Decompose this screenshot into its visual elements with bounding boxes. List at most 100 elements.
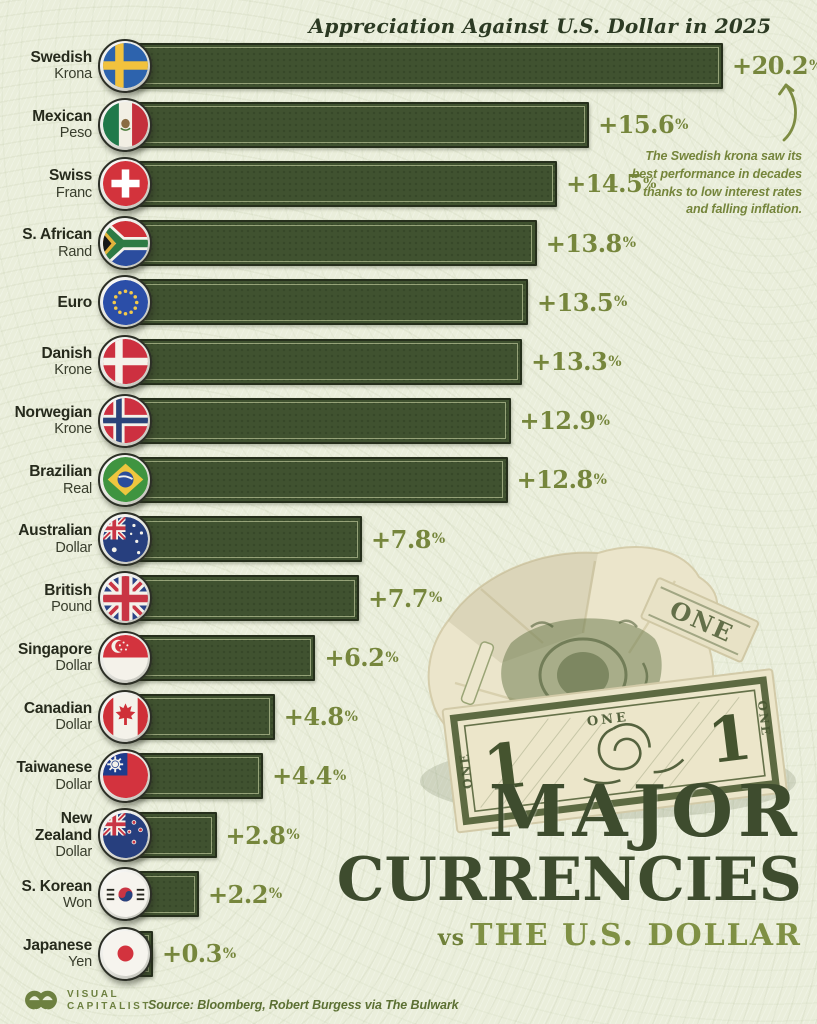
- percent-sign: %: [809, 58, 817, 74]
- currency-unit: Dollar: [55, 844, 92, 861]
- headline-subject: THE U.S. DOLLAR: [470, 918, 802, 953]
- annotation-line: The Swedish krona saw its: [645, 149, 802, 163]
- value-label: +12.8%: [517, 450, 607, 509]
- currency-unit: Krone: [54, 362, 92, 379]
- logo-line1: VISUAL: [67, 988, 120, 1000]
- currency-label: New Zealand Dollar: [0, 806, 92, 865]
- percent-sign: %: [675, 116, 689, 133]
- value-label: +14.5%: [566, 154, 656, 213]
- logo-line2: CAPITALIST: [67, 1001, 152, 1012]
- south-korea-flag-icon: [98, 867, 152, 922]
- currency-unit: Rand: [58, 243, 92, 260]
- headline-line1: MAJOR: [488, 769, 802, 853]
- value-number: +12.8: [516, 465, 594, 495]
- value-label: +7.8%: [371, 510, 445, 569]
- currency-label: Swedish Krona: [0, 36, 93, 95]
- currency-label: Swiss Franc: [0, 154, 92, 213]
- value-bar: [135, 516, 363, 563]
- value-bar: [135, 575, 360, 622]
- currency-name: Taiwanese: [16, 759, 93, 777]
- currency-name: Danish: [41, 344, 93, 362]
- value-label: +13.8%: [546, 214, 636, 273]
- value-label: +2.8%: [226, 806, 300, 865]
- value-bar: [135, 220, 537, 267]
- logo-text: VISUAL CAPITALIST: [67, 989, 151, 1014]
- value-label: +7.7%: [368, 569, 442, 628]
- value-number: +13.3: [531, 347, 608, 377]
- value-label: +15.6%: [598, 95, 688, 154]
- currency-name: Brazilian: [29, 463, 92, 481]
- currency-name: Japanese: [22, 936, 92, 954]
- south-africa-flag-icon: [98, 216, 152, 271]
- currency-label: Singapore Dollar: [0, 628, 92, 687]
- value-number: +6.2: [324, 643, 385, 673]
- headline-subtitle: vs THE U.S. DOLLAR: [337, 918, 802, 953]
- value-bar: [135, 42, 723, 89]
- chart-row: Singapore Dollar +6.2%: [0, 628, 817, 687]
- canada-flag-icon: [98, 689, 152, 744]
- value-label: +20.2%: [732, 36, 817, 95]
- chart-title: Appreciation Against U.S. Dollar in 2025: [308, 14, 772, 38]
- currency-unit: Krona: [54, 66, 92, 83]
- currency-name: Australian: [18, 522, 92, 540]
- norway-flag-icon: [98, 393, 152, 448]
- chart-row: S. Korean Won +2.2%: [0, 865, 817, 924]
- currency-label: S. African Rand: [0, 214, 92, 273]
- value-number: +2.2: [208, 879, 268, 909]
- value-number: +4.4: [272, 761, 332, 791]
- currency-label: Japanese Yen: [0, 924, 92, 983]
- new-zealand-flag-icon: [98, 808, 152, 863]
- value-number: +7.7: [368, 583, 428, 613]
- value-number: +0.3: [162, 939, 222, 969]
- value-label: +4.8%: [284, 687, 358, 746]
- currency-label: Mexican Peso: [0, 95, 92, 154]
- currency-unit: Peso: [59, 125, 92, 142]
- chart-row: Swiss Franc +14.5%: [0, 154, 817, 213]
- annotation-arrow-icon: [778, 83, 797, 142]
- japan-flag-icon: [98, 926, 152, 981]
- percent-sign: %: [431, 531, 446, 548]
- value-label: +0.3%: [162, 924, 236, 983]
- value-bar: [135, 338, 523, 385]
- chart-row: Taiwanese Dollar +4.4%: [0, 746, 817, 805]
- uk-flag-icon: [98, 571, 152, 626]
- percent-sign: %: [344, 708, 358, 725]
- currency-name: S. African: [22, 226, 92, 244]
- denmark-flag-icon: [98, 334, 152, 389]
- value-number: +2.8: [225, 820, 286, 850]
- currency-unit: Dollar: [55, 658, 92, 675]
- value-label: +4.4%: [272, 746, 346, 805]
- chart-row: Australian Dollar +7.8%: [0, 510, 817, 569]
- value-label: +13.5%: [537, 273, 627, 332]
- value-bar: [135, 693, 275, 740]
- percent-sign: %: [332, 767, 347, 784]
- currency-name: Mexican: [32, 107, 92, 125]
- currency-name: Euro: [57, 293, 92, 311]
- value-number: +7.8: [371, 524, 431, 554]
- currency-name: New Zealand: [34, 809, 92, 845]
- chart-row: Norwegian Krone +12.9%: [0, 391, 817, 450]
- percent-sign: %: [643, 175, 657, 192]
- percent-sign: %: [429, 590, 443, 607]
- currency-unit: Won: [63, 894, 92, 911]
- value-bar: [135, 279, 528, 326]
- bar-chart: Swedish Krona +20.2% Mexican Peso +15.6%…: [0, 36, 817, 986]
- value-bar: [135, 160, 558, 207]
- value-bar: [135, 634, 316, 681]
- annotation-line: best performance in decades: [631, 166, 802, 181]
- currency-unit: Dollar: [55, 776, 92, 793]
- percent-sign: %: [593, 471, 607, 488]
- headline-line2: CURRENCIES: [336, 845, 802, 915]
- percent-sign: %: [385, 649, 399, 666]
- currency-unit: Real: [62, 480, 92, 497]
- sweden-flag-icon: [98, 38, 152, 93]
- currency-label: Canadian Dollar: [0, 687, 92, 746]
- percent-sign: %: [286, 827, 300, 844]
- annotation-line: thanks to low interest rates: [642, 184, 802, 199]
- value-label: +2.2%: [208, 865, 282, 924]
- value-number: +20.2: [732, 51, 809, 81]
- chart-row: Danish Krone +13.3%: [0, 332, 817, 391]
- currency-label: Brazilian Real: [0, 450, 92, 509]
- currency-label: Norwegian Krone: [0, 391, 93, 450]
